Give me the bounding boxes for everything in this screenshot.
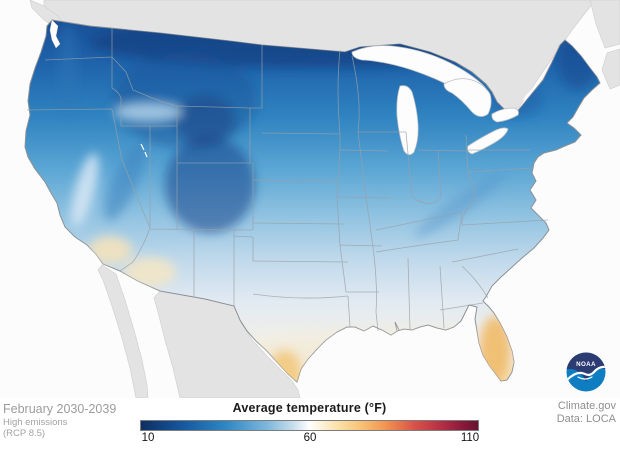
temperature-legend: Average temperature (°F) 10 60 110: [140, 398, 479, 450]
us-temperature-map: NOAA: [24, 0, 620, 399]
lake-huron: [443, 78, 492, 117]
scenario-label: High emissions: [3, 417, 68, 428]
great-lakes: [351, 45, 519, 156]
legend-tick-min: 10: [141, 432, 155, 444]
source-data-label: Data: LOCA: [556, 412, 616, 425]
source-site-label: Climate.gov: [557, 400, 616, 412]
source-block: Climate.gov Data: LOCA: [557, 400, 616, 426]
figure-footer: February 2030-2039 High emissions (RCP 8…: [0, 398, 620, 450]
puget-sound: [49, 19, 61, 49]
period-label: February 2030-2039: [3, 402, 117, 416]
legend-tick-mid: 60: [303, 432, 317, 444]
lake-ontario: [491, 107, 519, 123]
lake-michigan: [396, 85, 419, 156]
quebec-landmass: [589, 0, 620, 49]
scenario-rcp-label: (RCP 8.5): [3, 427, 46, 439]
state-borders: [26, 28, 549, 332]
noaa-logo-text: NOAA: [576, 361, 596, 368]
legend-tick-max: 110: [460, 432, 480, 444]
noaa-logo: NOAA: [566, 352, 606, 392]
lake-erie: [467, 127, 509, 155]
new-brunswick-landmass: [601, 48, 620, 90]
map-area: NOAA: [24, 0, 620, 399]
legend-title: Average temperature (°F): [232, 401, 387, 415]
snowcap-marks: [140, 143, 148, 158]
period-block: February 2030-2039 High emissions (RCP 8…: [3, 402, 116, 439]
legend-colorbar: [140, 420, 479, 431]
